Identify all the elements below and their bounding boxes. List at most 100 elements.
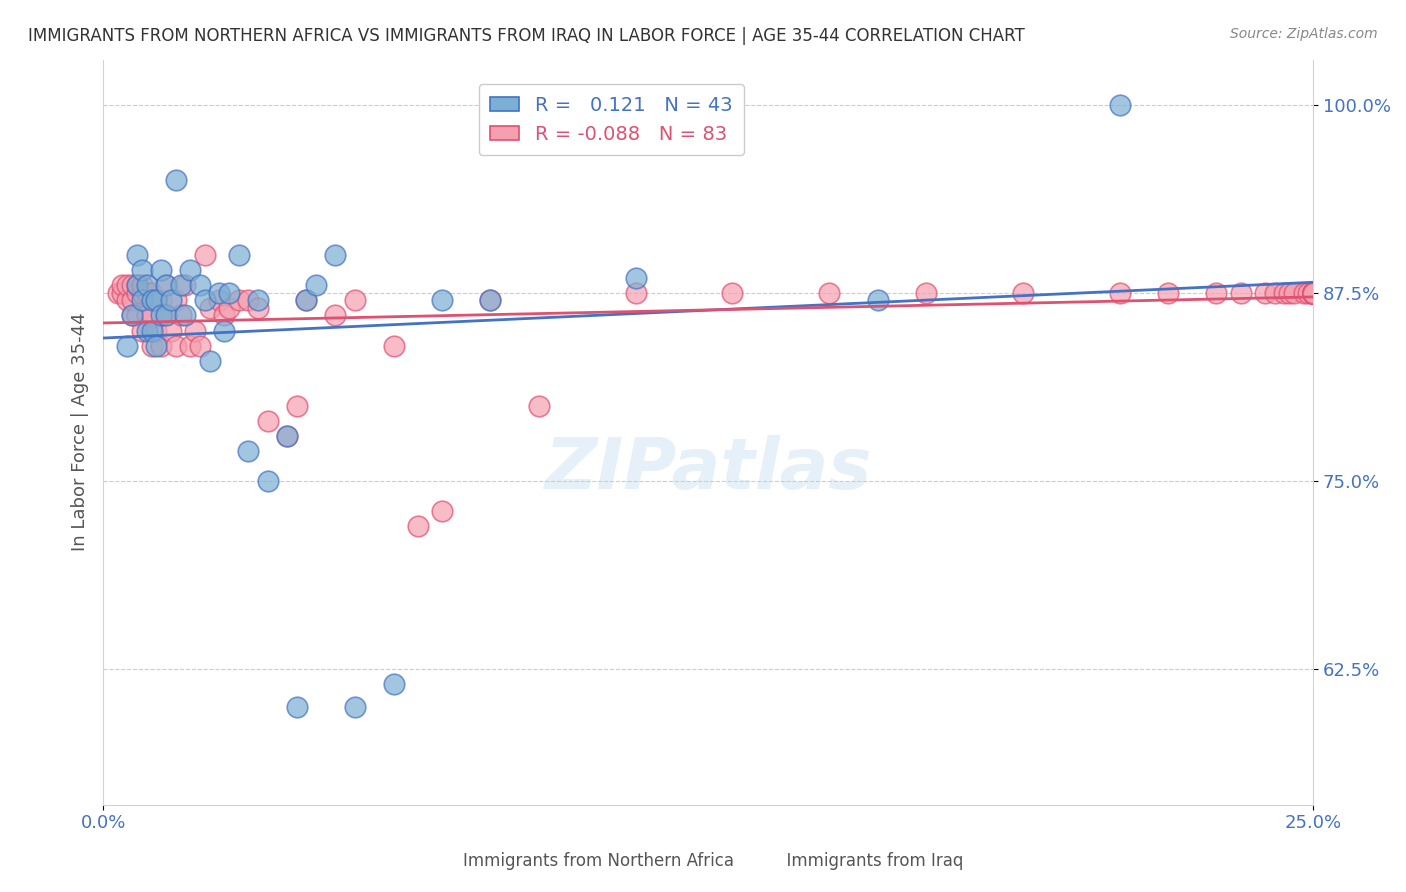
Point	[1302, 285, 1324, 300]
Point	[382, 338, 405, 352]
Point	[343, 699, 366, 714]
Point	[256, 474, 278, 488]
Point	[155, 309, 177, 323]
Point	[125, 285, 148, 300]
Point	[188, 278, 211, 293]
Point	[141, 324, 163, 338]
Point	[198, 301, 221, 315]
Point	[1302, 285, 1324, 300]
Text: Source: ZipAtlas.com: Source: ZipAtlas.com	[1230, 27, 1378, 41]
Point	[125, 278, 148, 293]
Point	[179, 263, 201, 277]
Point	[188, 338, 211, 352]
Point	[285, 699, 308, 714]
Point	[818, 285, 841, 300]
Text: ZIPatlas: ZIPatlas	[544, 435, 872, 504]
Point	[325, 309, 347, 323]
Point	[125, 248, 148, 262]
Point	[430, 293, 453, 308]
Point	[382, 677, 405, 691]
Point	[198, 353, 221, 368]
Point	[125, 309, 148, 323]
Text: Immigrants from Northern Africa          Immigrants from Iraq: Immigrants from Northern Africa Immigran…	[443, 852, 963, 870]
Point	[121, 278, 143, 293]
Point	[135, 309, 157, 323]
Point	[1302, 285, 1324, 300]
Point	[325, 248, 347, 262]
Point	[1302, 285, 1324, 300]
Point	[1292, 285, 1315, 300]
Point	[141, 338, 163, 352]
Point	[169, 309, 191, 323]
Point	[1302, 285, 1324, 300]
Point	[1302, 285, 1324, 300]
Point	[721, 285, 744, 300]
Point	[238, 293, 260, 308]
Point	[179, 338, 201, 352]
Point	[1157, 285, 1180, 300]
Point	[1108, 97, 1130, 112]
Point	[141, 309, 163, 323]
Point	[141, 293, 163, 308]
Point	[295, 293, 318, 308]
Point	[343, 293, 366, 308]
Point	[145, 293, 167, 308]
Point	[256, 414, 278, 428]
Point	[1302, 285, 1324, 300]
Point	[218, 285, 240, 300]
Point	[165, 338, 187, 352]
Point	[208, 285, 231, 300]
Point	[1108, 285, 1130, 300]
Point	[1298, 285, 1320, 300]
Point	[111, 278, 134, 293]
Y-axis label: In Labor Force | Age 35-44: In Labor Force | Age 35-44	[72, 313, 89, 551]
Point	[145, 293, 167, 308]
Point	[212, 324, 235, 338]
Point	[208, 293, 231, 308]
Point	[238, 444, 260, 458]
Point	[1278, 285, 1301, 300]
Point	[174, 309, 197, 323]
Point	[169, 278, 191, 293]
Point	[276, 429, 298, 443]
Point	[479, 293, 502, 308]
Point	[131, 293, 153, 308]
Point	[121, 309, 143, 323]
Point	[1302, 285, 1324, 300]
Point	[247, 301, 270, 315]
Point	[117, 278, 139, 293]
Point	[174, 278, 197, 293]
Point	[295, 293, 318, 308]
Point	[247, 293, 270, 308]
Point	[1272, 285, 1295, 300]
Point	[1302, 285, 1324, 300]
Point	[121, 309, 143, 323]
Point	[155, 309, 177, 323]
Text: IMMIGRANTS FROM NORTHERN AFRICA VS IMMIGRANTS FROM IRAQ IN LABOR FORCE | AGE 35-: IMMIGRANTS FROM NORTHERN AFRICA VS IMMIG…	[28, 27, 1025, 45]
Point	[135, 324, 157, 338]
Point	[915, 285, 938, 300]
Point	[160, 324, 183, 338]
Point	[1302, 285, 1324, 300]
Point	[228, 248, 250, 262]
Point	[527, 399, 550, 413]
Point	[1302, 285, 1324, 300]
Point	[1254, 285, 1277, 300]
Point	[155, 278, 177, 293]
Point	[141, 285, 163, 300]
Point	[150, 263, 173, 277]
Point	[184, 324, 207, 338]
Point	[866, 293, 889, 308]
Point	[1302, 285, 1324, 300]
Point	[1205, 285, 1227, 300]
Point	[131, 324, 153, 338]
Point	[276, 429, 298, 443]
Point	[150, 338, 173, 352]
Point	[121, 293, 143, 308]
Point	[285, 399, 308, 413]
Legend: R =   0.121   N = 43, R = -0.088   N = 83: R = 0.121 N = 43, R = -0.088 N = 83	[478, 84, 744, 155]
Point	[117, 293, 139, 308]
Point	[1229, 285, 1251, 300]
Point	[131, 285, 153, 300]
Point	[194, 248, 217, 262]
